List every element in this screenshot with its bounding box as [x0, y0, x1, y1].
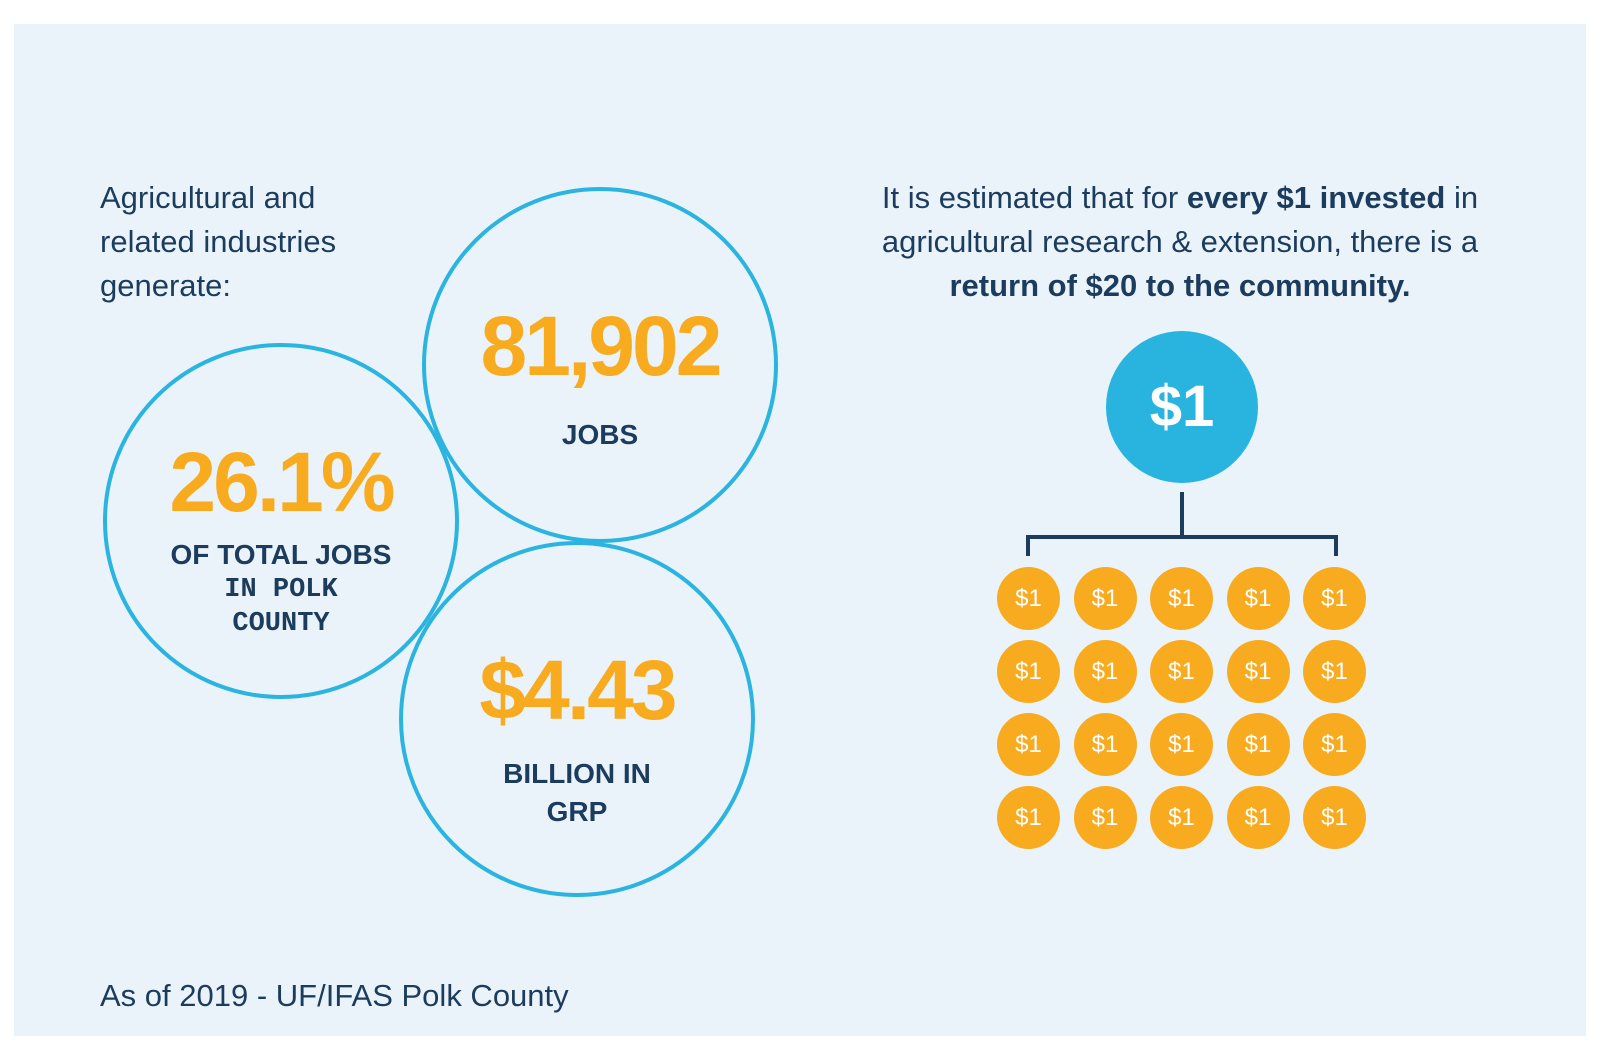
return-coin: $1	[1150, 567, 1213, 630]
jobs-share-label-line-1: OF TOTAL JOBS	[170, 539, 392, 570]
jobs-share-value: 26.1%	[169, 435, 395, 529]
intro-text: Agricultural and related industries gene…	[100, 176, 420, 308]
source-note: As of 2019 - UF/IFAS Polk County	[100, 978, 569, 1013]
return-coin: $1	[1226, 786, 1290, 849]
return-coin: $1	[1303, 713, 1366, 776]
return-coin: $1	[997, 640, 1060, 703]
root-dollar-coin: $1	[1106, 331, 1258, 483]
roi-line-3: return of $20 to the community.	[860, 264, 1500, 308]
jobs-value: 81,902	[480, 299, 723, 393]
roi-line-3-bold: return of $20 to the community.	[949, 268, 1411, 303]
jobs-stat-circle: 81,902 JOBS	[422, 187, 778, 543]
jobs-share-label-line-3: COUNTY	[232, 609, 330, 639]
jobs-label: JOBS	[561, 419, 639, 450]
intro-line-1: Agricultural and	[100, 180, 316, 215]
return-coin: $1	[1073, 640, 1137, 703]
return-coin: $1	[1073, 713, 1137, 776]
roi-line-1-pre: It is estimated that for	[881, 180, 1187, 215]
return-coin: $1	[1150, 786, 1213, 849]
grp-label-line-2: GRP	[546, 796, 608, 827]
jobs-share-label-line-2: IN POLK	[224, 575, 338, 605]
intro-line-3: generate:	[100, 268, 231, 303]
return-coin: $1	[997, 786, 1060, 849]
return-coin: $1	[1303, 786, 1366, 849]
jobs-share-label: OF TOTAL JOBS IN POLK COUNTY	[107, 537, 455, 641]
return-coin: $1	[1150, 640, 1213, 703]
return-coin: $1	[1226, 640, 1290, 703]
roi-line-1-post: in	[1445, 180, 1479, 215]
return-coin: $1	[1150, 713, 1213, 776]
return-coin: $1	[1226, 713, 1290, 776]
jobs-share-stat-circle: 26.1% OF TOTAL JOBS IN POLK COUNTY	[103, 343, 459, 699]
roi-line-1-bold: every $1 invested	[1186, 180, 1446, 215]
grp-label: BILLION IN GRP	[403, 755, 751, 831]
grp-label-line-1: BILLION IN	[503, 758, 651, 789]
return-coin: $1	[997, 567, 1060, 630]
roi-statement: It is estimated that for every $1 invest…	[860, 176, 1500, 308]
return-coin: $1	[1303, 567, 1366, 630]
intro-line-2: related industries	[100, 224, 337, 259]
roi-line-1: It is estimated that for every $1 invest…	[860, 176, 1500, 220]
roi-line-2: agricultural research & extension, there…	[881, 224, 1479, 259]
grp-stat-circle: $4.43 BILLION IN GRP	[399, 541, 755, 897]
return-coin: $1	[1073, 786, 1137, 849]
return-coin: $1	[1226, 567, 1290, 630]
grp-value: $4.43	[479, 643, 677, 737]
return-coin: $1	[997, 713, 1060, 776]
return-coin: $1	[1303, 640, 1366, 703]
return-coin: $1	[1073, 567, 1137, 630]
